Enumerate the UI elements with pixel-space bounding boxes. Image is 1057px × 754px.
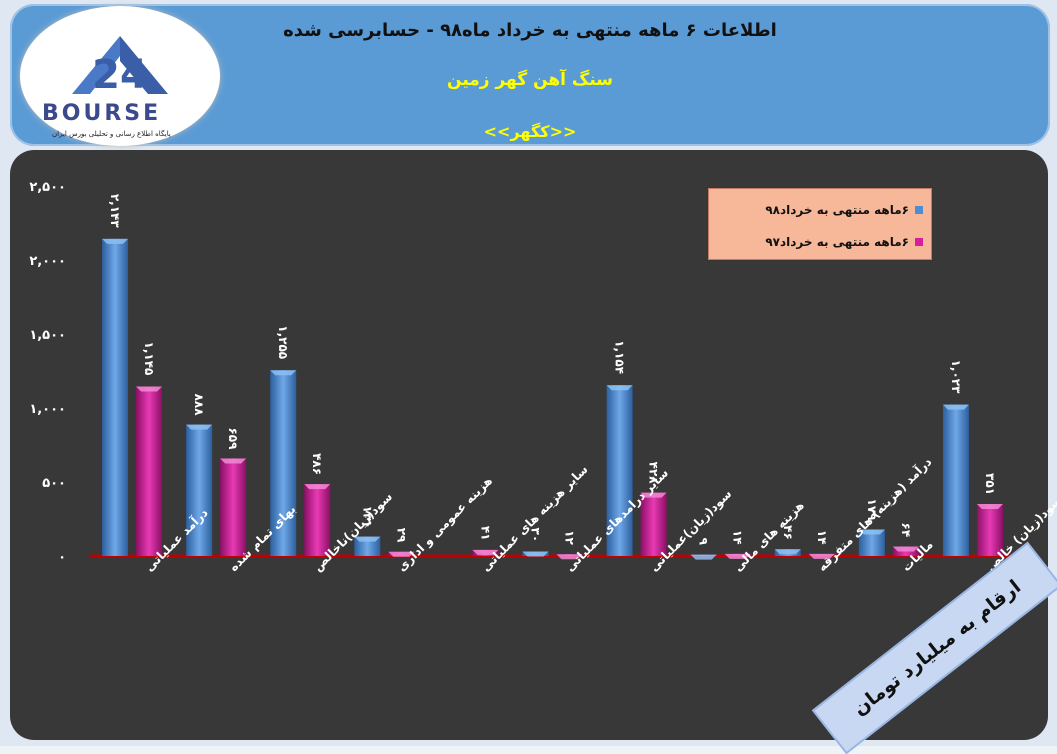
data-label-97: ۱۲ xyxy=(563,530,577,545)
bar-98 xyxy=(102,238,129,556)
company-name: سنگ آهن گهر زمین xyxy=(447,70,613,90)
data-label-98: ۹ xyxy=(697,538,711,546)
bar-top-bevel xyxy=(606,385,633,391)
bar-top-bevel xyxy=(522,551,549,557)
legend-label-97: ۶ماهه منتهی به خرداد۹۷ xyxy=(765,235,909,249)
data-label-97: ۱,۱۴۵ xyxy=(142,342,156,376)
y-tick-label: ۱,۰۰۰ xyxy=(29,402,66,417)
bar-top-bevel xyxy=(304,484,331,490)
bar-top-bevel xyxy=(186,424,213,430)
data-label-97: ۳۵۱ xyxy=(983,473,997,495)
legend-swatch-97 xyxy=(915,238,923,246)
y-tick-label: ۱,۵۰۰ xyxy=(29,328,66,343)
legend-item-98: ۶ماهه منتهی به خرداد۹۸ xyxy=(765,201,923,219)
data-label-98: ۳۰ xyxy=(529,528,543,543)
y-tick-label: ۲,۵۰۰ xyxy=(29,180,66,195)
legend-swatch-98 xyxy=(915,206,923,214)
legend: ۶ماهه منتهی به خرداد۹۸ ۶ماهه منتهی به خر… xyxy=(708,188,932,260)
bar-97 xyxy=(976,504,1003,556)
logo-number: 24 xyxy=(92,52,148,98)
data-label-97: ۴۸۶ xyxy=(310,453,324,475)
bar-top-bevel xyxy=(136,386,163,392)
data-label-98: ۲,۱۴۳ xyxy=(108,194,122,229)
bar-top-bevel xyxy=(942,404,969,410)
logo-mark-icon: 24 xyxy=(72,36,168,98)
bar-top-bevel xyxy=(354,536,381,542)
bar-top-bevel xyxy=(690,554,717,560)
legend-item-97: ۶ماهه منتهی به خرداد۹۷ xyxy=(765,233,923,251)
bar-98 xyxy=(606,385,633,556)
bar-top-bevel xyxy=(976,504,1003,510)
ticker-symbol: <<کگهر>> xyxy=(483,122,577,141)
bar-top-bevel xyxy=(858,529,885,535)
data-label-97: ۴۲۸ xyxy=(647,462,661,485)
logo-word: BOURSE xyxy=(42,101,162,126)
data-label-97: ۱۴ xyxy=(815,530,829,545)
bar-97 xyxy=(640,492,667,556)
bar-top-bevel xyxy=(774,549,801,555)
data-label-98: ۱۷۹ xyxy=(865,499,879,522)
data-label-97: ۶۵۹ xyxy=(226,427,240,450)
data-label-97: ۶۴ xyxy=(899,523,913,538)
bar-97 xyxy=(304,484,331,556)
bar-top-bevel xyxy=(472,549,499,555)
bar-top-bevel xyxy=(724,553,751,559)
bar-98 xyxy=(186,424,213,556)
bar-top-bevel xyxy=(270,370,297,376)
y-tick-label: ۵۰۰ xyxy=(42,476,66,491)
bar-top-bevel xyxy=(388,551,415,557)
bar-98 xyxy=(270,370,297,556)
y-tick-label: ۲,۰۰۰ xyxy=(29,254,66,269)
y-tick-label: ۰ xyxy=(58,550,66,565)
bar-top-bevel xyxy=(220,458,247,464)
bar-top-bevel xyxy=(640,492,667,498)
data-label-98: ۱,۲۵۵ xyxy=(276,325,290,359)
x-tick-label: هزینه عمومی و اداری xyxy=(395,474,496,575)
data-label-97: ۱۴ xyxy=(731,530,745,545)
data-label-98: ۱۳۱ xyxy=(360,506,374,528)
bourse24-logo: 24 BOURSE پایگاه اطلاع رسانی و تحلیلی بو… xyxy=(20,6,220,146)
bar-top-bevel xyxy=(892,546,919,552)
bar-top-bevel xyxy=(556,554,583,560)
data-label-98: ۱,۱۵۴ xyxy=(613,340,627,374)
bar-97 xyxy=(136,386,163,556)
bar-top-bevel xyxy=(808,553,835,559)
data-label-97: ۴۱ xyxy=(478,526,492,541)
bar-97 xyxy=(220,458,247,556)
data-label-98: ۴۶ xyxy=(781,525,795,540)
logo-caption: پایگاه اطلاع رسانی و تحلیلی بورس ایران xyxy=(52,130,171,138)
legend-label-98: ۶ماهه منتهی به خرداد۹۸ xyxy=(765,203,909,217)
data-label-98: ۸۸۸ xyxy=(192,394,206,417)
bar-top-bevel xyxy=(102,238,129,244)
bar-98 xyxy=(942,404,969,556)
bars-group: ۲,۱۴۳ ۱,۱۴۵ ۸۸۸ ۶۵۹ ۱,۲۵۵ ۴۸۶ ۱۳۱ ۲۹ ۴۱ ۳۰ ۱۲ ۱,۱۵۴… xyxy=(102,194,1003,560)
chart-title: اطلاعات ۶ ماهه منتهی به خرداد ماه۹۸ - حس… xyxy=(283,20,777,41)
data-label-98: ۱,۰۲۳ xyxy=(949,360,963,395)
data-label-97: ۲۹ xyxy=(394,528,408,543)
